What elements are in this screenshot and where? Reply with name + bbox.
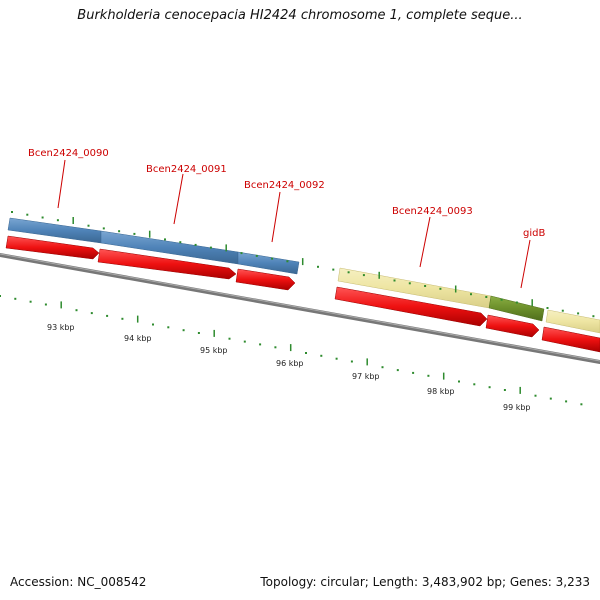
- cds-arrow-0091[interactable]: [97, 248, 237, 280]
- gene-gidb-block[interactable]: [488, 295, 545, 322]
- kbp-label-97: 97 kbp: [352, 372, 380, 381]
- leader-gidb: [520, 239, 531, 289]
- chromosome-backbone-highlight: [0, 253, 600, 362]
- leader-0090: [57, 159, 66, 209]
- gene-labels: Bcen2424_0090 Bcen2424_0091 Bcen2424_009…: [28, 148, 545, 239]
- cds-arrow-gidb[interactable]: [485, 314, 540, 338]
- topology-summary: Topology: circular; Length: 3,483,902 bp…: [260, 575, 590, 589]
- gene-next-block[interactable]: [545, 309, 600, 334]
- gene-label-bcen2424-0092[interactable]: Bcen2424_0092: [244, 180, 325, 191]
- gene-label-bcen2424-0091[interactable]: Bcen2424_0091: [146, 164, 227, 175]
- cds-arrow-next[interactable]: [541, 326, 600, 353]
- cds-arrow-0092[interactable]: [235, 268, 296, 291]
- kbp-label-93: 93 kbp: [47, 323, 75, 332]
- chromosome-backbone: [0, 253, 600, 364]
- gene-label-bcen2424-0093[interactable]: Bcen2424_0093: [392, 206, 473, 217]
- gene-lane-top: [7, 217, 600, 334]
- cds-lane: [5, 235, 600, 353]
- leader-0091: [173, 173, 184, 225]
- cds-arrow-0090[interactable]: [5, 235, 100, 260]
- gene-label-gidb[interactable]: gidB: [523, 228, 545, 239]
- gene-bcen2424-0092-block[interactable]: [237, 251, 300, 275]
- kbp-label-95: 95 kbp: [200, 346, 228, 355]
- kbp-labels: 93 kbp 94 kbp 95 kbp 96 kbp 97 kbp 98 kb…: [47, 323, 531, 412]
- kbp-label-99: 99 kbp: [503, 403, 531, 412]
- accession-text: Accession: NC_008542: [10, 575, 147, 589]
- map-title: Burkholderia cenocepacia HI2424 chromoso…: [77, 8, 523, 23]
- scale-ticks-upper: [11, 211, 595, 318]
- scale-ticks-lower: [0, 295, 583, 406]
- gene-label-bcen2424-0090[interactable]: Bcen2424_0090: [28, 148, 109, 159]
- cds-arrow-0093[interactable]: [334, 286, 488, 327]
- kbp-label-96: 96 kbp: [276, 359, 304, 368]
- kbp-label-94: 94 kbp: [124, 334, 152, 343]
- leader-0092: [271, 191, 281, 243]
- leader-0093: [419, 216, 431, 268]
- label-leaders: [57, 159, 531, 289]
- kbp-label-98: 98 kbp: [427, 387, 455, 396]
